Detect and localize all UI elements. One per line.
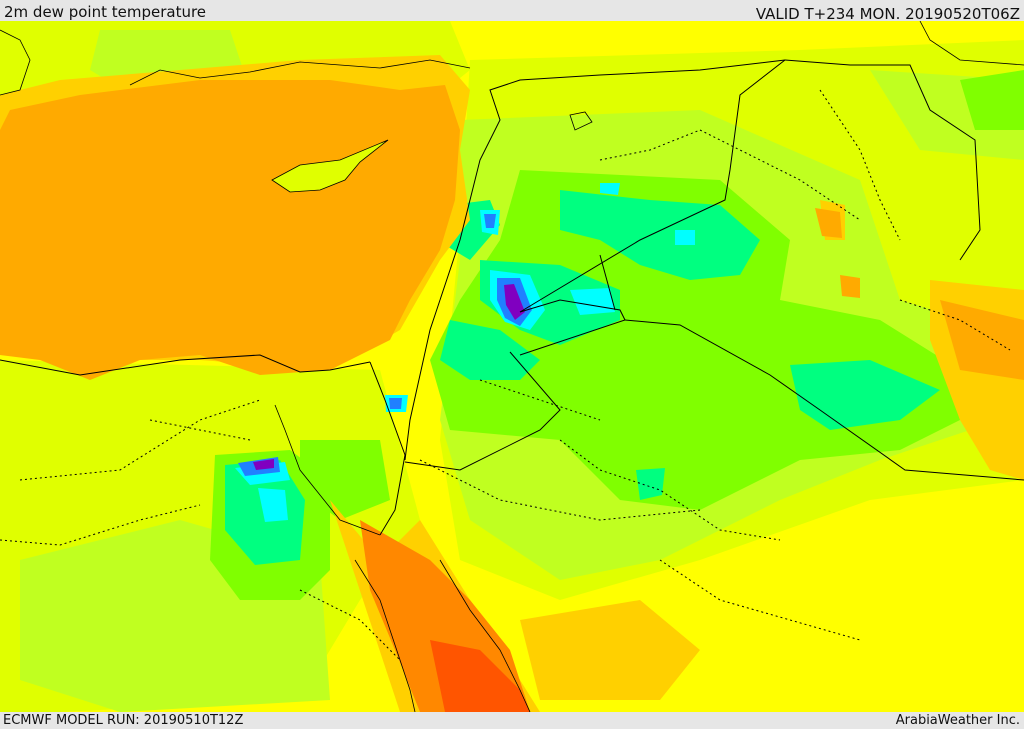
borders [0, 59, 1024, 536]
map-footer: ECMWF MODEL RUN: 20190510T12Z ArabiaWeat… [0, 712, 1024, 729]
violet-cores [253, 284, 525, 470]
credit-label: ArabiaWeather Inc. [895, 713, 1020, 728]
cyprus [271, 139, 389, 193]
map-title: 2m dew point temperature [4, 3, 207, 21]
dew-point-map[interactable] [0, 21, 1024, 712]
map-canvas [0, 21, 1024, 712]
province-lines [0, 89, 1011, 661]
valid-time-label: VALID T+234 MON. 20190520T06Z [755, 5, 1020, 23]
red-sea-deep [430, 640, 530, 712]
mediterranean-sea [0, 80, 460, 380]
coastlines [0, 21, 1024, 712]
map-header: 2m dew point temperature VALID T+234 MON… [0, 0, 1024, 23]
model-run-label: ECMWF MODEL RUN: 20190510T12Z [3, 713, 244, 728]
orange-pockets [815, 208, 1024, 380]
